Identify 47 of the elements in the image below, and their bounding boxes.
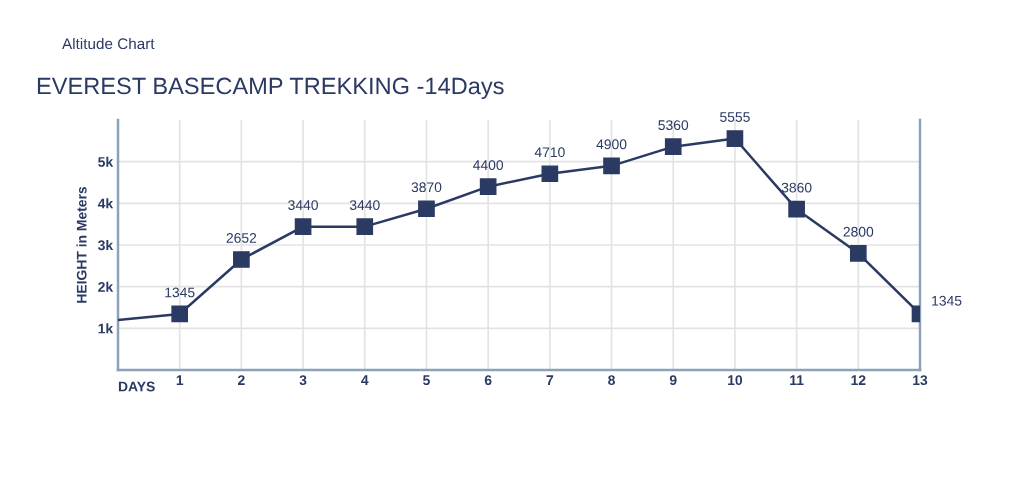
- point: [849, 244, 867, 262]
- point: [603, 157, 620, 175]
- point: [726, 130, 744, 147]
- point: [294, 218, 312, 236]
- x-tick-label: 11: [790, 375, 804, 385]
- data-label: 4710: [534, 147, 565, 158]
- x-tick-label: 3: [299, 375, 307, 386]
- x-tick-label: 7: [546, 375, 554, 385]
- point: [233, 251, 250, 268]
- data-label: 4400: [473, 160, 504, 171]
- x-tick-label: 12: [851, 375, 866, 385]
- y-tick-label: 5k: [98, 156, 114, 167]
- x-tick-label: 6: [484, 375, 492, 386]
- data-label: 1345: [932, 295, 962, 306]
- data-label: 1345: [165, 287, 195, 298]
- y-tick-label: 2k: [98, 281, 114, 292]
- data-label: 5360: [658, 120, 689, 131]
- point: [664, 138, 682, 156]
- chart-title: EVEREST BASECAMP TREKKING -14Days: [37, 77, 504, 100]
- data-label: 3870: [411, 182, 442, 193]
- x-tick-label: 13: [913, 375, 928, 386]
- y-tick-label: 3k: [98, 239, 114, 251]
- data-label: 5555: [720, 112, 750, 122]
- y-tick-label: 4k: [97, 198, 114, 209]
- data-label: 2800: [843, 226, 874, 237]
- y-tick-label: 1k: [98, 323, 114, 334]
- point: [418, 200, 435, 218]
- point: [541, 165, 559, 183]
- data-label: 2652: [226, 233, 257, 243]
- point: [356, 218, 374, 236]
- point: [788, 200, 805, 218]
- x-tick-label: 8: [608, 375, 615, 386]
- x-tick-label: 5: [423, 375, 430, 386]
- data-label: 4900: [596, 139, 627, 150]
- x-axis-title: DAYS: [118, 381, 155, 392]
- point: [479, 178, 497, 196]
- data-label: 3860: [781, 182, 812, 193]
- data-label: 3440: [349, 200, 380, 211]
- data-label: 3440: [288, 200, 318, 211]
- point: [171, 305, 189, 323]
- x-tick-label: 10: [728, 375, 743, 386]
- chart-subtitle: Altitude Chart: [62, 37, 155, 50]
- x-tick-label: 2: [238, 375, 245, 385]
- y-axis-title: HEIGHT in Meters: [76, 186, 87, 303]
- x-tick-label: 9: [669, 375, 677, 386]
- x-tick-label: 1: [176, 375, 184, 385]
- x-tick-label: 4: [361, 375, 369, 385]
